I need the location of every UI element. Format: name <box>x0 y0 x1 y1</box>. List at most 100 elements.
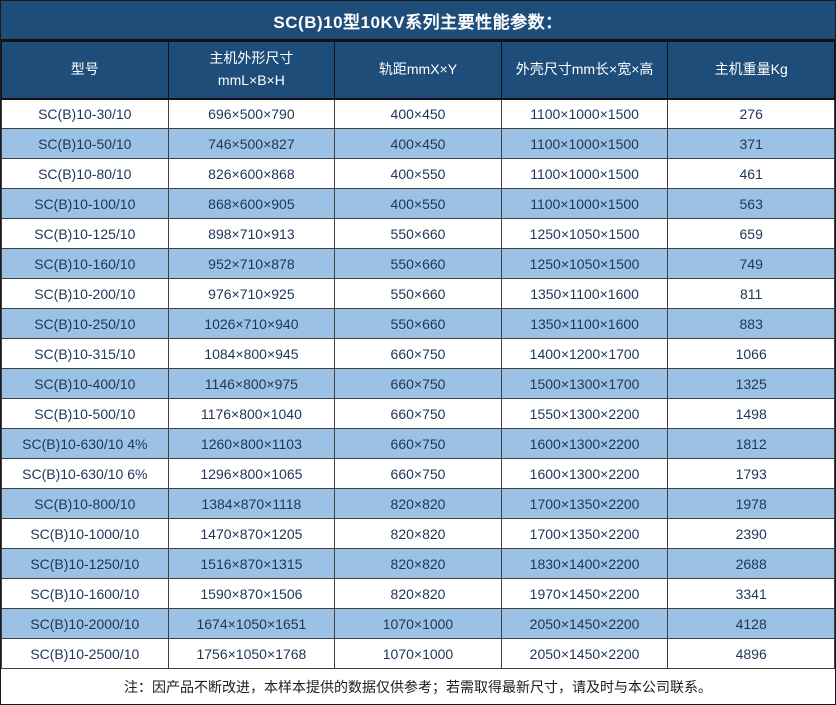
table-cell-host-dimensions: 868×600×905 <box>167 188 336 219</box>
column-header-host-dimensions: 主机外形尺寸 mmL×B×H <box>167 41 336 100</box>
table-cell-host-dimensions: 1260×800×1103 <box>167 428 336 459</box>
table-cell-rail-gauge: 1070×1000 <box>334 608 502 639</box>
table-cell-enclosure-dimensions: 1100×1000×1500 <box>500 158 669 189</box>
column-header-line: mmL×B×H <box>217 71 285 88</box>
table-cell-enclosure-dimensions: 1600×1300×2200 <box>500 458 669 489</box>
table-row: SC(B)10-50/10 746×500×827 400×450 1100×1000… <box>1 128 835 159</box>
table-cell-rail-gauge: 400×550 <box>334 158 502 189</box>
table-cell-host-dimensions: 1756×1050×1768 <box>167 638 336 669</box>
table-cell-rail-gauge: 660×750 <box>334 398 502 429</box>
table-cell-model: SC(B)10-2500/10 <box>1 638 169 669</box>
table-cell-enclosure-dimensions: 1600×1300×2200 <box>500 428 669 459</box>
table-cell-host-weight: 1978 <box>667 488 835 519</box>
table-cell-enclosure-dimensions: 1250×1050×1500 <box>500 248 669 279</box>
table-cell-model: SC(B)10-630/10 4% <box>1 428 169 459</box>
table-cell-enclosure-dimensions: 1400×1200×1700 <box>500 338 669 369</box>
table-cell-host-weight: 811 <box>667 278 835 309</box>
table-cell-enclosure-dimensions: 1100×1000×1500 <box>500 98 669 129</box>
table-cell-rail-gauge: 400×450 <box>334 98 502 129</box>
table-cell-enclosure-dimensions: 1350×1100×1600 <box>500 278 669 309</box>
table-cell-host-dimensions: 952×710×878 <box>167 248 336 279</box>
table-cell-host-dimensions: 1176×800×1040 <box>167 398 336 429</box>
table-cell-host-weight: 276 <box>667 98 835 129</box>
table-cell-enclosure-dimensions: 1970×1450×2200 <box>500 578 669 609</box>
table-row: SC(B)10-800/10 1384×870×1118 820×820 1700×1… <box>1 488 835 519</box>
table-cell-rail-gauge: 660×750 <box>334 458 502 489</box>
table-row: SC(B)10-500/10 1176×800×1040 660×750 1550×1… <box>1 398 835 429</box>
column-header-enclosure-dimensions: 外壳尺寸mm长×宽×高 <box>500 41 669 100</box>
table-cell-model: SC(B)10-1600/10 <box>1 578 169 609</box>
table-cell-host-weight: 1812 <box>667 428 835 459</box>
table-cell-model: SC(B)10-500/10 <box>1 398 169 429</box>
table-cell-rail-gauge: 400×450 <box>334 128 502 159</box>
column-header-host-weight: 主机重量Kg <box>667 41 835 100</box>
table-cell-enclosure-dimensions: 1700×1350×2200 <box>500 518 669 549</box>
footnote: 注：因产品不断改进，本样本提供的数据仅供参考；若需取得最新尺寸，请及时与本公司联… <box>1 669 835 704</box>
table-row: SC(B)10-2500/10 1756×1050×1768 1070×1000 20… <box>1 638 835 669</box>
table-cell-enclosure-dimensions: 1830×1400×2200 <box>500 548 669 579</box>
table-row: SC(B)10-1000/10 1470×870×1205 820×820 1700×… <box>1 518 835 549</box>
table-cell-rail-gauge: 550×660 <box>334 218 502 249</box>
table-row: SC(B)10-1250/10 1516×870×1315 820×820 1830×… <box>1 548 835 579</box>
table-cell-enclosure-dimensions: 2050×1450×2200 <box>500 638 669 669</box>
table-cell-host-weight: 1066 <box>667 338 835 369</box>
table-cell-host-weight: 371 <box>667 128 835 159</box>
table-cell-model: SC(B)10-30/10 <box>1 98 169 129</box>
table-row: SC(B)10-160/10 952×710×878 550×660 1250×105… <box>1 248 835 279</box>
table-row: SC(B)10-630/10 4% 1260×800×1103 660×750 160… <box>1 428 835 459</box>
table-cell-rail-gauge: 820×820 <box>334 518 502 549</box>
table-cell-enclosure-dimensions: 2050×1450×2200 <box>500 608 669 639</box>
table-cell-host-dimensions: 696×500×790 <box>167 98 336 129</box>
spec-table: 型号 主机外形尺寸 mmL×B×H 轨距mmX×Y 外壳尺寸mm长×宽×高 主机重量Kg … <box>1 41 835 669</box>
table-cell-model: SC(B)10-315/10 <box>1 338 169 369</box>
table-row: SC(B)10-125/10 898×710×913 550×660 1250×105… <box>1 218 835 249</box>
table-cell-model: SC(B)10-200/10 <box>1 278 169 309</box>
table-cell-host-weight: 563 <box>667 188 835 219</box>
table-cell-host-weight: 749 <box>667 248 835 279</box>
table-cell-model: SC(B)10-1000/10 <box>1 518 169 549</box>
table-cell-host-dimensions: 1296×800×1065 <box>167 458 336 489</box>
table-cell-model: SC(B)10-80/10 <box>1 158 169 189</box>
table-cell-enclosure-dimensions: 1550×1300×2200 <box>500 398 669 429</box>
table-cell-rail-gauge: 820×820 <box>334 578 502 609</box>
table-cell-host-dimensions: 1674×1050×1651 <box>167 608 336 639</box>
header-row: 型号 主机外形尺寸 mmL×B×H 轨距mmX×Y 外壳尺寸mm长×宽×高 主机重量Kg <box>1 41 835 100</box>
table-cell-host-dimensions: 1590×870×1506 <box>167 578 336 609</box>
table-cell-rail-gauge: 550×660 <box>334 278 502 309</box>
table-cell-model: SC(B)10-1250/10 <box>1 548 169 579</box>
column-header-line: 轨距mmX×Y <box>378 60 458 77</box>
table-cell-host-weight: 2688 <box>667 548 835 579</box>
table-cell-enclosure-dimensions: 1100×1000×1500 <box>500 128 669 159</box>
page-title: SC(B)10型10KV系列主要性能参数： <box>1 1 835 41</box>
table-cell-model: SC(B)10-630/10 6% <box>1 458 169 489</box>
table-cell-host-weight: 659 <box>667 218 835 249</box>
table-cell-host-dimensions: 898×710×913 <box>167 218 336 249</box>
column-header-rail-gauge: 轨距mmX×Y <box>334 41 502 100</box>
table-cell-enclosure-dimensions: 1250×1050×1500 <box>500 218 669 249</box>
table-cell-host-weight: 4896 <box>667 638 835 669</box>
table-row: SC(B)10-2000/10 1674×1050×1651 1070×1000 20… <box>1 608 835 639</box>
table-cell-enclosure-dimensions: 1100×1000×1500 <box>500 188 669 219</box>
table-cell-model: SC(B)10-2000/10 <box>1 608 169 639</box>
table-row: SC(B)10-400/10 1146×800×975 660×750 1500×13… <box>1 368 835 399</box>
column-header-line: 外壳尺寸mm长×宽×高 <box>515 60 654 77</box>
table-cell-model: SC(B)10-50/10 <box>1 128 169 159</box>
table-cell-rail-gauge: 550×660 <box>334 248 502 279</box>
table-cell-rail-gauge: 550×660 <box>334 308 502 339</box>
table-cell-host-dimensions: 826×600×868 <box>167 158 336 189</box>
table-row: SC(B)10-315/10 1084×800×945 660×750 1400×12… <box>1 338 835 369</box>
table-cell-host-dimensions: 1084×800×945 <box>167 338 336 369</box>
table-cell-model: SC(B)10-800/10 <box>1 488 169 519</box>
table-row: SC(B)10-80/10 826×600×868 400×550 1100×1000… <box>1 158 835 189</box>
table-cell-host-weight: 1498 <box>667 398 835 429</box>
table-cell-host-dimensions: 976×710×925 <box>167 278 336 309</box>
table-cell-host-weight: 461 <box>667 158 835 189</box>
column-header-line: 主机外形尺寸 <box>209 50 294 67</box>
table-cell-enclosure-dimensions: 1700×1350×2200 <box>500 488 669 519</box>
table-row: SC(B)10-1600/10 1590×870×1506 820×820 1970×… <box>1 578 835 609</box>
table-cell-rail-gauge: 660×750 <box>334 428 502 459</box>
table-cell-host-dimensions: 1470×870×1205 <box>167 518 336 549</box>
table-cell-rail-gauge: 820×820 <box>334 548 502 579</box>
table-cell-host-dimensions: 1384×870×1118 <box>167 488 336 519</box>
